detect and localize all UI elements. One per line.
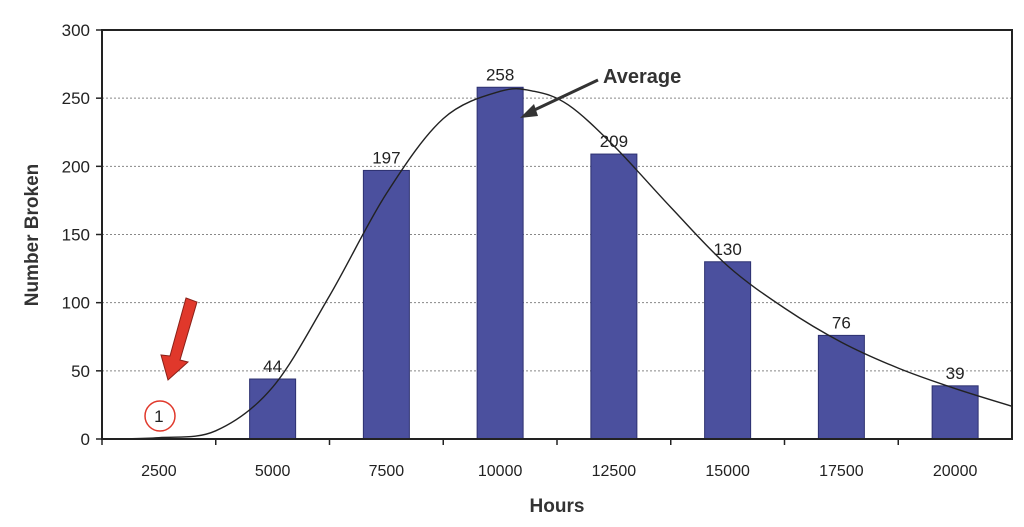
y-tick-label: 250 xyxy=(62,89,90,108)
x-tick-label: 7500 xyxy=(369,463,405,480)
y-tick-label: 300 xyxy=(62,21,90,40)
y-tick-label: 150 xyxy=(62,226,90,245)
x-tick-label: 10000 xyxy=(478,463,523,480)
x-tick-label: 17500 xyxy=(819,463,864,480)
data-label: 1 xyxy=(154,407,163,426)
data-labels: 1 44 197 258 209 130 76 39 xyxy=(154,65,964,426)
data-label: 258 xyxy=(486,65,514,84)
data-label: 44 xyxy=(263,357,282,376)
distribution-curve xyxy=(101,88,1013,440)
y-tick-label: 0 xyxy=(81,430,90,449)
average-arrow-head xyxy=(520,104,538,118)
average-arrow xyxy=(527,78,599,115)
bars xyxy=(249,86,979,440)
x-tick-label: 15000 xyxy=(705,463,750,480)
x-tick-label: 2500 xyxy=(141,463,177,480)
data-label: 130 xyxy=(713,240,741,259)
y-tick-label: 50 xyxy=(71,362,90,381)
x-tick-label: 20000 xyxy=(933,463,978,480)
x-ticks: 2500 5000 7500 10000 12500 15000 17500 20000 xyxy=(101,439,978,480)
bar xyxy=(817,334,865,440)
x-axis-label: Hours xyxy=(530,496,585,517)
y-tick-label: 200 xyxy=(62,157,90,176)
average-label: Average xyxy=(603,66,681,88)
data-label: 209 xyxy=(600,132,628,151)
plot-frame xyxy=(101,29,1013,440)
bar xyxy=(362,169,410,440)
x-tick-label: 12500 xyxy=(592,463,637,480)
bar xyxy=(476,86,524,440)
data-label: 39 xyxy=(946,364,965,383)
y-tick-label: 100 xyxy=(62,294,90,313)
bar xyxy=(704,261,752,440)
y-ticks: 0 50 100 150 200 250 300 xyxy=(62,21,102,449)
y-axis-label: Number Broken xyxy=(22,164,43,307)
x-tick-label: 5000 xyxy=(255,463,291,480)
data-label: 76 xyxy=(832,313,851,332)
highlight-circle xyxy=(144,400,176,432)
fit-curve xyxy=(101,88,1013,440)
bar xyxy=(249,378,297,440)
average-annotation: Average xyxy=(520,66,681,118)
red-highlight-arrow-icon xyxy=(160,297,198,381)
data-label: 197 xyxy=(372,148,400,167)
gridlines xyxy=(102,97,1012,372)
bar xyxy=(590,153,638,440)
